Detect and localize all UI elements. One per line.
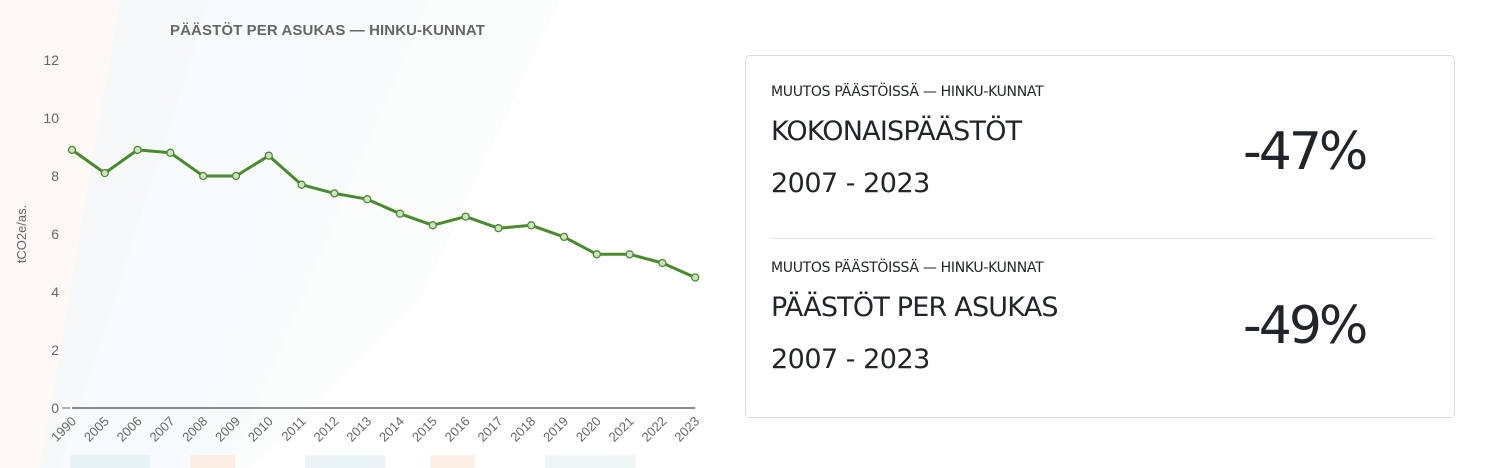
stat-subtitle: MUUTOS PÄÄSTÖISSÄ — HINKU-KUNNAT [771,260,1044,276]
chart-title: PÄÄSTÖT PER ASUKAS — HINKU-KUNNAT [170,22,485,39]
data-point [166,148,175,157]
data-point [658,258,667,268]
x-tick-label: 2021 [606,414,637,445]
stat-total-emissions: MUUTOS PÄÄSTÖISSÄ — HINKU-KUNNAT KOKONAI… [771,56,1433,239]
stat-title: PÄÄSTÖT PER ASUKAS [771,292,1059,323]
x-tick-label: 2012 [310,414,341,445]
x-tick-label: 2015 [409,414,440,445]
stat-period: 2007 - 2023 [771,344,930,375]
x-tick-label: 2018 [507,414,538,445]
data-point [264,151,273,160]
y-tick-label: 0 [51,400,59,416]
x-tick-label: 2019 [540,414,571,445]
stat-title: KOKONAISPÄÄSTÖT [771,116,1022,147]
stat-period: 2007 - 2023 [771,168,930,199]
y-tick-label: 4 [51,284,59,300]
data-point [461,212,470,221]
y-tick-label: 10 [43,110,59,126]
x-tick-label: 2014 [376,414,407,445]
data-line [71,148,696,279]
data-point [592,250,601,259]
stat-value: -47% [1243,122,1368,182]
data-point [494,224,503,233]
x-tick-label: 2010 [245,414,276,445]
x-tick-label: 2006 [114,414,145,445]
stat-subtitle: MUUTOS PÄÄSTÖISSÄ — HINKU-KUNNAT [771,84,1044,100]
data-point [133,145,142,155]
data-point [100,168,109,178]
x-tick-label: 1990 [48,414,79,445]
x-tick-label: 2005 [81,414,112,445]
data-point [297,180,306,189]
y-tick-label: 2 [51,342,59,358]
data-point [363,195,372,204]
data-point [231,171,241,181]
data-point [691,273,700,282]
data-point [527,221,536,230]
x-tick-label: 2011 [278,414,308,444]
y-tick-label: 6 [51,226,59,242]
x-tick-label: 2009 [212,414,243,445]
x-tick-label: 2016 [442,414,473,445]
data-point [199,171,208,181]
y-axis-label: tCO2e/as. [14,205,29,264]
x-tick-label: 2020 [573,414,604,445]
y-tick-label: 12 [43,52,59,68]
data-point [559,232,569,242]
stat-per-capita-emissions: MUUTOS PÄÄSTÖISSÄ — HINKU-KUNNAT PÄÄSTÖT… [771,238,1433,418]
x-tick-label: 2008 [179,414,210,445]
y-tick-label: 8 [51,168,59,184]
data-point [330,189,339,198]
emissions-change-card: MUUTOS PÄÄSTÖISSÄ — HINKU-KUNNAT KOKONAI… [745,55,1455,418]
x-tick-label: 2017 [474,414,505,445]
data-point [395,209,405,218]
stat-value: -49% [1243,296,1368,356]
data-point [428,221,437,230]
x-tick-label: 2013 [343,414,374,445]
emissions-per-capita-chart: PÄÄSTÖT PER ASUKAS — HINKU-KUNNAT 0 2 4 6 8 1… [0,0,720,468]
x-tick-label: 2007 [146,414,177,445]
data-point [67,145,77,155]
x-tick-label: 2022 [638,414,669,445]
data-point [625,250,634,259]
x-tick-label: 2023 [671,414,702,445]
